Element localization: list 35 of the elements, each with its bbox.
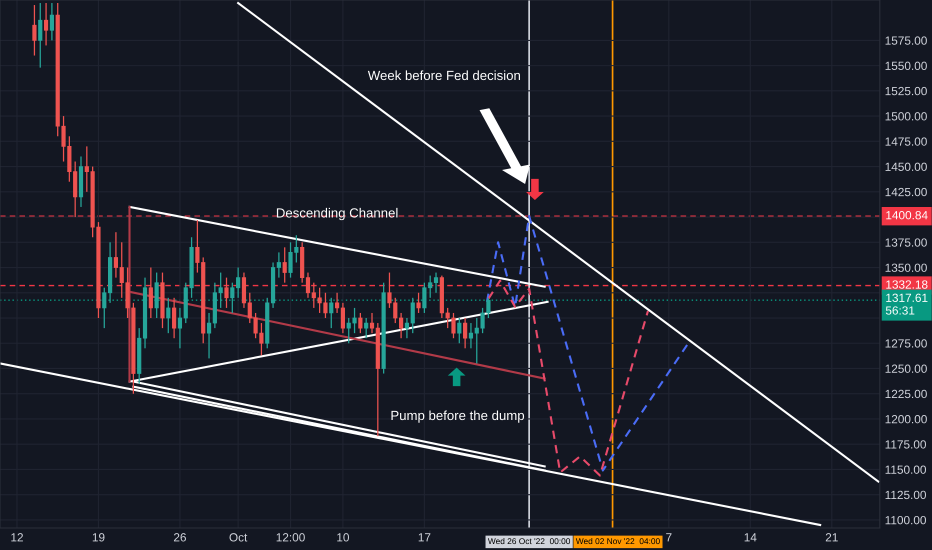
y-tick-label: 1125.00 [886,490,926,500]
y-tick-label: 1375.00 [886,238,927,247]
x-tick-label: 26 [174,533,186,542]
x-tick-label: 17 [418,533,430,542]
x-tick-label: Oct [230,533,248,542]
annotation: Week before Fed decision [368,70,520,80]
ref-line-label: 1332.18 [886,280,928,289]
annotation: Descending Channel [276,208,398,220]
y-tick-label: 1475.00 [886,137,927,146]
y-tick-label: 1100.00 [886,516,926,524]
x-tick-label: 12 [11,533,23,542]
x-tick-label: 21 [826,533,838,542]
y-tick-label: 1275.00 [886,339,927,348]
y-tick-label: 1450.00 [886,162,927,171]
y-tick-label: 1250.00 [886,364,927,373]
y-tick-label: 1550.00 [886,62,927,70]
ref-line-label: 1400.84 [886,211,928,220]
y-tick-label: 1425.00 [886,188,927,196]
y-tick-label: 1225.00 [886,390,927,398]
y-tick-label: 1525.00 [886,86,927,96]
annotation: Pump before the dump [391,410,524,423]
ref-line-label: Wed 26 Oct '22 00:00 [488,538,570,544]
x-tick-label: 19 [92,533,104,542]
y-tick-label: 1200.00 [886,415,927,424]
y-tick-label: 1350.00 [886,264,927,272]
y-tick-label: 1150.00 [886,465,926,474]
y-tick-label: 1175.00 [886,440,926,449]
ref-line-label: 1317.61 56:31 [886,294,928,315]
x-tick-label: 12:00 [276,533,305,542]
y-tick-label: 1500.00 [886,112,927,120]
x-tick-label: 14 [744,533,757,542]
y-tick-label: 1575.00 [886,36,927,45]
ref-line-label: Wed 02 Nov '22 04:00 [576,538,660,544]
x-tick-label: 7 [666,533,672,542]
x-tick-label: 10 [337,533,350,542]
